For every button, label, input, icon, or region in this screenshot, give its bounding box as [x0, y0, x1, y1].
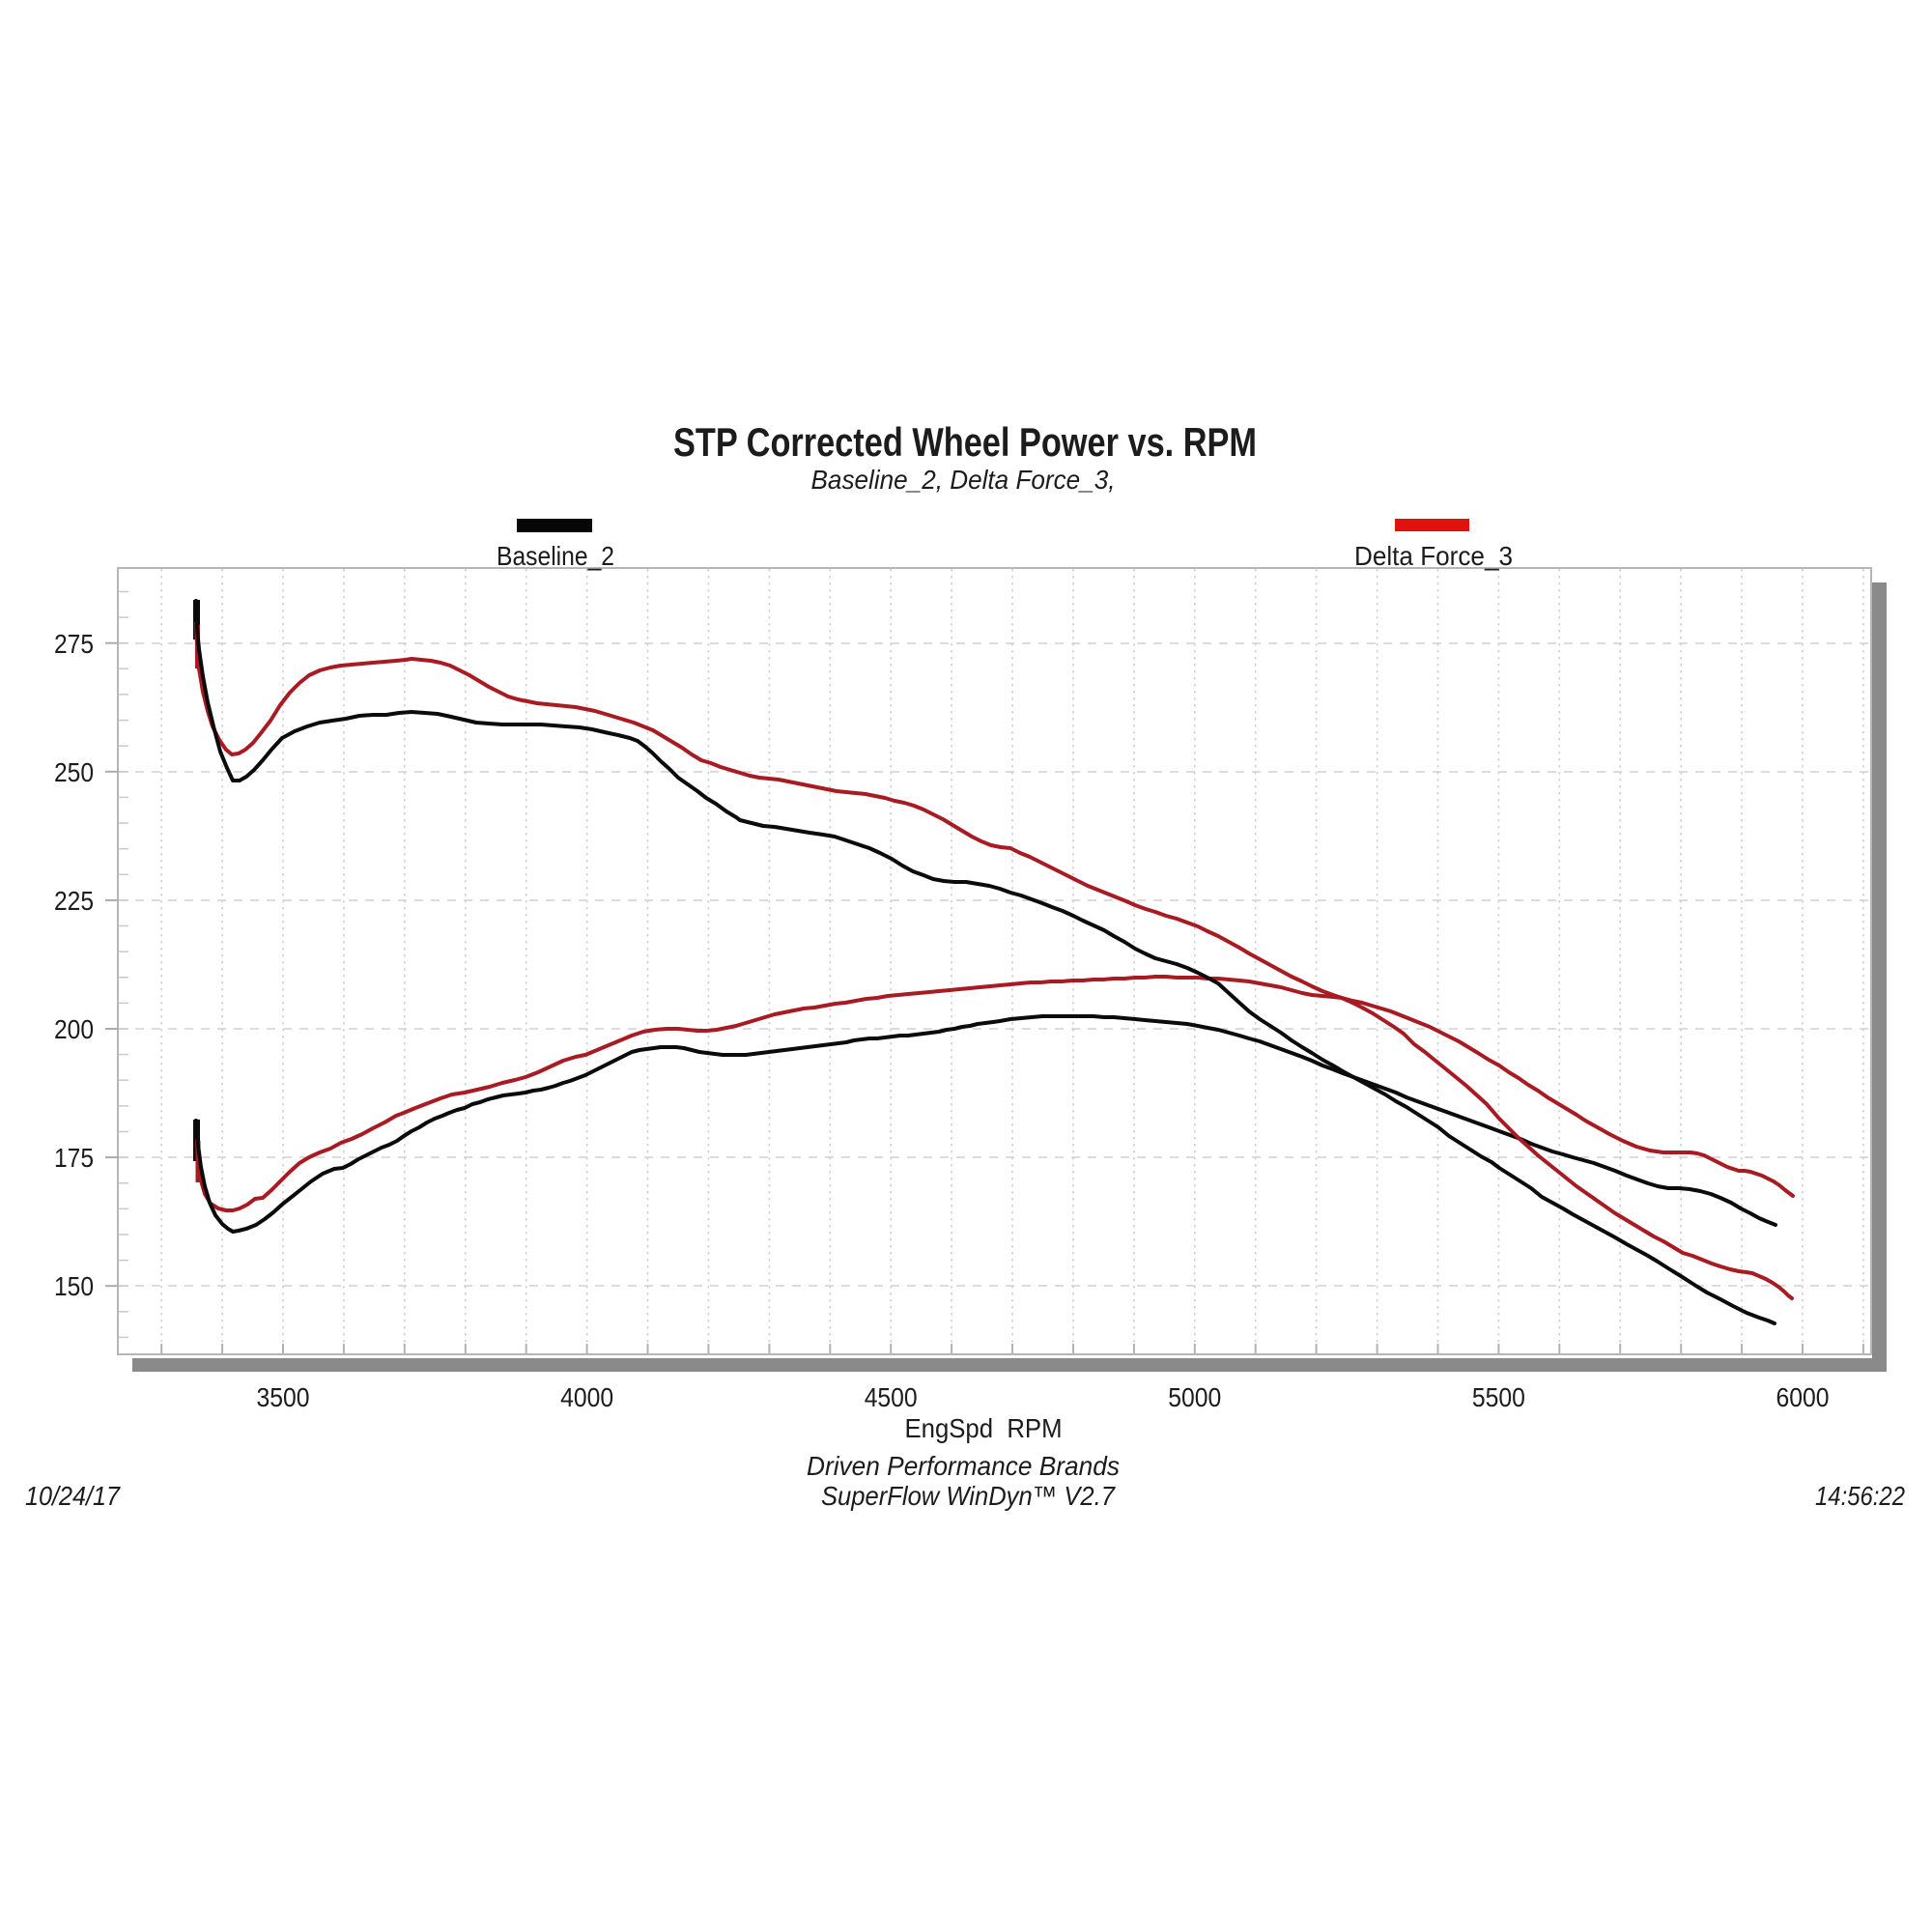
svg-text:250: 250: [54, 757, 94, 787]
svg-text:4000: 4000: [560, 1382, 613, 1412]
svg-text:10/24/17: 10/24/17: [25, 1481, 121, 1511]
svg-text:STP Corrected Wheel Power vs.: STP Corrected Wheel Power vs. RPM: [673, 419, 1257, 465]
svg-text:225: 225: [54, 886, 94, 916]
svg-text:Delta Force_3: Delta Force_3: [1354, 541, 1513, 571]
svg-text:5500: 5500: [1472, 1382, 1525, 1412]
svg-text:275: 275: [54, 629, 94, 659]
svg-text:Baseline_2: Baseline_2: [497, 541, 614, 571]
svg-text:Baseline_2, Delta Force_3,: Baseline_2, Delta Force_3,: [811, 465, 1116, 495]
svg-text:5000: 5000: [1168, 1382, 1221, 1412]
svg-text:150: 150: [54, 1271, 94, 1301]
svg-text:Driven Performance Brands: Driven Performance Brands: [807, 1451, 1120, 1481]
svg-text:175: 175: [54, 1143, 94, 1173]
svg-text:200: 200: [54, 1014, 94, 1044]
svg-text:14:56:22: 14:56:22: [1815, 1481, 1905, 1511]
svg-text:SuperFlow WinDyn™ V2.7: SuperFlow WinDyn™ V2.7: [821, 1481, 1116, 1511]
svg-text:6000: 6000: [1776, 1382, 1830, 1412]
svg-text:4500: 4500: [865, 1382, 918, 1412]
svg-text:EngSpd RPM: EngSpd RPM: [905, 1413, 1063, 1443]
svg-text:3500: 3500: [257, 1382, 310, 1412]
